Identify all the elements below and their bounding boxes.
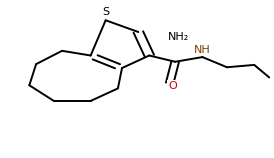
Text: O: O [168,81,177,91]
Text: NH: NH [194,45,211,55]
Text: NH₂: NH₂ [168,32,190,42]
Text: S: S [102,7,109,17]
